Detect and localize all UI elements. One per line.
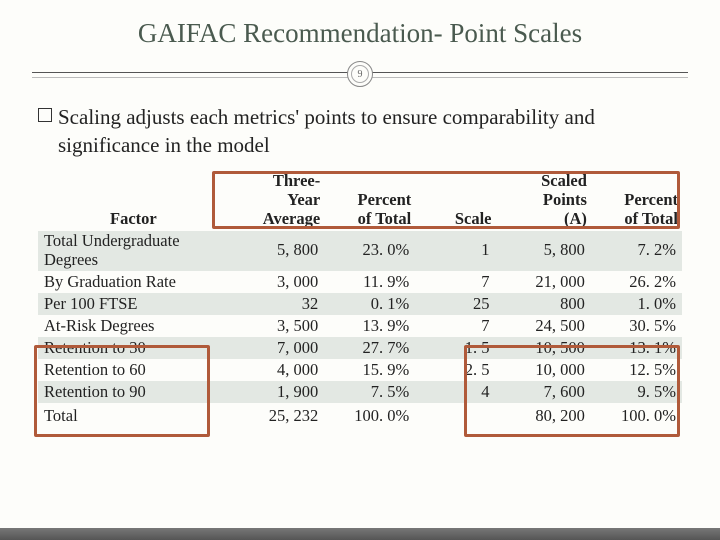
table-cell: 10, 500 xyxy=(496,337,591,359)
table-cell: 3, 000 xyxy=(229,271,324,293)
table-cell: By Graduation Rate xyxy=(38,271,229,293)
table-cell: 1 xyxy=(415,231,495,271)
col-pct1: Percentof Total xyxy=(324,170,415,231)
table-cell: At-Risk Degrees xyxy=(38,315,229,337)
footer-bar xyxy=(0,528,720,540)
col-scaled: ScaledPoints(A) xyxy=(496,170,591,231)
col-scale: Scale xyxy=(415,170,495,231)
page-number-badge: 9 xyxy=(347,61,373,87)
table-cell: Retention to 30 xyxy=(38,337,229,359)
table-cell: 10, 000 xyxy=(496,359,591,381)
table-cell: 0. 1% xyxy=(324,293,415,315)
square-bullet-icon xyxy=(38,108,52,122)
table-cell: 4, 000 xyxy=(229,359,324,381)
bullet-item: Scaling adjusts each metrics' points to … xyxy=(32,103,688,160)
table-row: Retention to 604, 00015. 9%2. 510, 00012… xyxy=(38,359,682,381)
col-avg: Three-YearAverage xyxy=(229,170,324,231)
table-cell: 1. 0% xyxy=(591,293,682,315)
table-row: Retention to 901, 9007. 5%47, 6009. 5% xyxy=(38,381,682,403)
table-cell: Total Undergraduate Degrees xyxy=(38,231,229,271)
table-cell: 30. 5% xyxy=(591,315,682,337)
table-cell: 4 xyxy=(415,381,495,403)
table-cell: 7 xyxy=(415,315,495,337)
data-table-wrap: Factor Three-YearAverage Percentof Total… xyxy=(32,170,688,429)
table-cell: 13. 1% xyxy=(591,337,682,359)
table-cell: 26. 2% xyxy=(591,271,682,293)
table-row: Per 100 FTSE320. 1%258001. 0% xyxy=(38,293,682,315)
table-row: At-Risk Degrees3, 50013. 9%724, 50030. 5… xyxy=(38,315,682,337)
table-cell: 800 xyxy=(496,293,591,315)
table-cell: 2. 5 xyxy=(415,359,495,381)
table-cell: 32 xyxy=(229,293,324,315)
table-cell: 100. 0% xyxy=(324,403,415,429)
col-factor: Factor xyxy=(38,170,229,231)
table-cell: 100. 0% xyxy=(591,403,682,429)
table-row: Retention to 307, 00027. 7%1. 510, 50013… xyxy=(38,337,682,359)
table-cell: 1. 5 xyxy=(415,337,495,359)
data-table: Factor Three-YearAverage Percentof Total… xyxy=(38,170,682,429)
table-cell: 25 xyxy=(415,293,495,315)
col-pct2: Percentof Total xyxy=(591,170,682,231)
table-cell: 13. 9% xyxy=(324,315,415,337)
slide-title: GAIFAC Recommendation- Point Scales xyxy=(32,18,688,49)
table-cell: Per 100 FTSE xyxy=(38,293,229,315)
table-cell: 12. 5% xyxy=(591,359,682,381)
table-cell: Total xyxy=(38,403,229,429)
table-cell: 7 xyxy=(415,271,495,293)
table-cell: 1, 900 xyxy=(229,381,324,403)
table-row: Total Undergraduate Degrees5, 80023. 0%1… xyxy=(38,231,682,271)
table-cell: 7. 2% xyxy=(591,231,682,271)
table-total-row: Total25, 232100. 0%80, 200100. 0% xyxy=(38,403,682,429)
table-cell: Retention to 90 xyxy=(38,381,229,403)
table-cell: 80, 200 xyxy=(496,403,591,429)
table-cell: 23. 0% xyxy=(324,231,415,271)
table-cell: 11. 9% xyxy=(324,271,415,293)
table-cell: 7. 5% xyxy=(324,381,415,403)
table-cell: 7, 000 xyxy=(229,337,324,359)
table-cell: 24, 500 xyxy=(496,315,591,337)
table-cell: 25, 232 xyxy=(229,403,324,429)
table-cell: 15. 9% xyxy=(324,359,415,381)
table-row: By Graduation Rate3, 00011. 9%721, 00026… xyxy=(38,271,682,293)
bullet-text: Scaling adjusts each metrics' points to … xyxy=(58,103,682,160)
table-cell: 5, 800 xyxy=(229,231,324,271)
title-rule: 9 xyxy=(32,61,688,89)
table-cell: 3, 500 xyxy=(229,315,324,337)
table-header-row: Factor Three-YearAverage Percentof Total… xyxy=(38,170,682,231)
table-cell: 7, 600 xyxy=(496,381,591,403)
table-cell: Retention to 60 xyxy=(38,359,229,381)
table-cell: 5, 800 xyxy=(496,231,591,271)
table-cell: 21, 000 xyxy=(496,271,591,293)
table-cell xyxy=(415,403,495,429)
table-cell: 9. 5% xyxy=(591,381,682,403)
table-cell: 27. 7% xyxy=(324,337,415,359)
